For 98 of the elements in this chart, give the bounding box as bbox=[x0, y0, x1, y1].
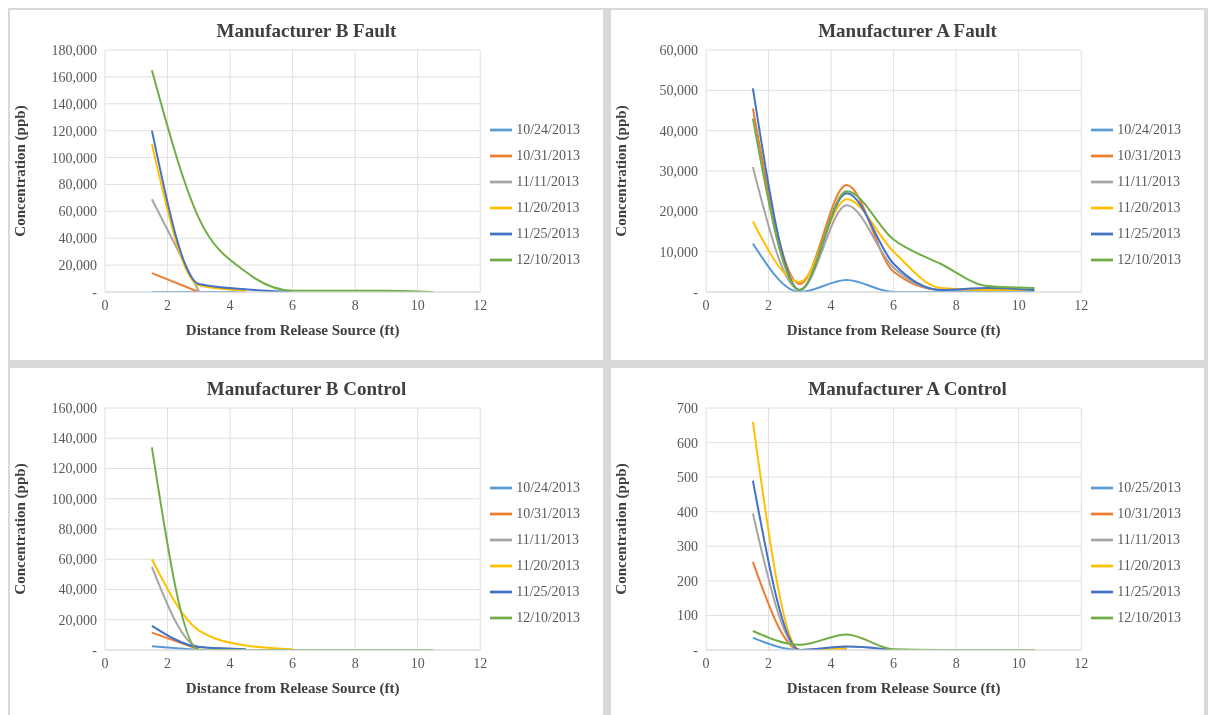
chart-title: Manufacturer A Control bbox=[807, 378, 1008, 400]
x-tick-label: 0 bbox=[702, 655, 710, 671]
legend-label: 11/25/2013 bbox=[1117, 225, 1181, 241]
x-tick-label: 8 bbox=[952, 297, 960, 313]
x-tick-label: 10 bbox=[410, 655, 425, 671]
y-tick-label: - bbox=[693, 284, 699, 300]
y-axis-title: Concentration (ppb) bbox=[613, 463, 631, 595]
y-axis-title: Concentration (ppb) bbox=[613, 105, 631, 237]
chart-title: Manufacturer A Fault bbox=[817, 20, 998, 42]
y-tick-label: 20,000 bbox=[58, 612, 97, 628]
x-axis-title: Distance from Release Source (ft) bbox=[185, 680, 400, 697]
y-tick-label: 40,000 bbox=[58, 582, 97, 598]
y-tick-label: 100,000 bbox=[51, 150, 97, 166]
legend-label: 11/11/2013 bbox=[1117, 173, 1180, 189]
legend-label: 12/10/2013 bbox=[1117, 251, 1181, 267]
legend-label: 12/10/2013 bbox=[516, 609, 580, 625]
x-tick-label: 2 bbox=[164, 655, 172, 671]
y-tick-label: 120,000 bbox=[51, 461, 97, 477]
legend-label: 12/10/2013 bbox=[516, 251, 580, 267]
y-tick-label: 30,000 bbox=[659, 163, 698, 179]
y-tick-label: 40,000 bbox=[659, 123, 698, 139]
chart-title: Manufacturer B Control bbox=[205, 378, 408, 400]
legend-label: 11/25/2013 bbox=[1117, 583, 1181, 599]
x-tick-label: 8 bbox=[351, 297, 359, 313]
legend-label: 10/24/2013 bbox=[1117, 121, 1181, 137]
y-tick-label: 20,000 bbox=[659, 204, 698, 220]
x-axis-title: Distacen from Release Source (ft) bbox=[786, 680, 1001, 697]
y-tick-label: 120,000 bbox=[51, 123, 97, 139]
x-tick-label: 12 bbox=[473, 655, 488, 671]
x-tick-label: 8 bbox=[351, 655, 359, 671]
x-tick-label: 6 bbox=[890, 655, 898, 671]
y-tick-label: 80,000 bbox=[58, 177, 97, 193]
y-tick-label: 300 bbox=[677, 539, 698, 555]
y-tick-label: 180,000 bbox=[51, 42, 97, 58]
x-tick-label: 6 bbox=[289, 655, 297, 671]
legend-label: 10/24/2013 bbox=[516, 121, 580, 137]
x-tick-label: 12 bbox=[1074, 297, 1089, 313]
y-tick-label: 600 bbox=[677, 435, 698, 451]
legend-label: 12/10/2013 bbox=[1117, 609, 1181, 625]
x-tick-label: 2 bbox=[164, 297, 172, 313]
y-tick-label: 80,000 bbox=[58, 521, 97, 537]
y-tick-label: 60,000 bbox=[659, 42, 698, 58]
y-tick-label: 400 bbox=[677, 504, 698, 520]
legend-label: 11/20/2013 bbox=[1117, 199, 1181, 215]
legend-label: 10/24/2013 bbox=[516, 479, 580, 495]
y-tick-label: 60,000 bbox=[58, 552, 97, 568]
legend-label: 10/31/2013 bbox=[516, 505, 580, 521]
x-tick-label: 12 bbox=[1074, 655, 1089, 671]
x-tick-label: 4 bbox=[827, 655, 835, 671]
x-tick-label: 4 bbox=[226, 655, 234, 671]
y-tick-label: 140,000 bbox=[51, 96, 97, 112]
legend-label: 11/25/2013 bbox=[516, 225, 580, 241]
legend-label: 11/20/2013 bbox=[516, 557, 580, 573]
y-tick-label: 140,000 bbox=[51, 431, 97, 447]
chart-title: Manufacturer B Fault bbox=[215, 20, 398, 42]
x-tick-label: 10 bbox=[1011, 297, 1026, 313]
y-tick-label: 20,000 bbox=[58, 258, 97, 274]
y-tick-label: 10,000 bbox=[659, 244, 698, 260]
y-tick-label: 50,000 bbox=[659, 83, 698, 99]
x-tick-label: 0 bbox=[702, 297, 710, 313]
legend-label: 11/20/2013 bbox=[516, 199, 580, 215]
x-tick-label: 6 bbox=[890, 297, 898, 313]
x-tick-label: 12 bbox=[473, 297, 488, 313]
legend-label: 10/31/2013 bbox=[1117, 505, 1181, 521]
legend-label: 11/11/2013 bbox=[516, 531, 579, 547]
y-tick-label: 60,000 bbox=[58, 204, 97, 220]
legend-label: 11/20/2013 bbox=[1117, 557, 1181, 573]
x-tick-label: 2 bbox=[765, 297, 773, 313]
y-tick-label: 500 bbox=[677, 470, 698, 486]
x-tick-label: 6 bbox=[289, 297, 297, 313]
legend-label: 10/25/2013 bbox=[1117, 479, 1181, 495]
y-tick-label: 100,000 bbox=[51, 491, 97, 507]
x-tick-label: 0 bbox=[101, 297, 109, 313]
y-tick-label: 700 bbox=[677, 400, 698, 416]
y-tick-label: - bbox=[92, 642, 98, 658]
y-tick-label: 40,000 bbox=[58, 231, 97, 247]
x-tick-label: 4 bbox=[827, 297, 835, 313]
x-axis-title: Distance from Release Source (ft) bbox=[786, 322, 1001, 339]
y-tick-label: 100 bbox=[677, 608, 698, 624]
legend-label: 10/31/2013 bbox=[516, 147, 580, 163]
x-tick-label: 4 bbox=[226, 297, 234, 313]
legend-label: 11/11/2013 bbox=[516, 173, 579, 189]
legend-label: 10/31/2013 bbox=[1117, 147, 1181, 163]
x-tick-label: 10 bbox=[410, 297, 425, 313]
legend-label: 11/25/2013 bbox=[516, 583, 580, 599]
y-axis-title: Concentration (ppb) bbox=[12, 463, 30, 595]
y-tick-label: 160,000 bbox=[51, 400, 97, 416]
y-tick-label: - bbox=[693, 642, 699, 658]
legend-label: 11/11/2013 bbox=[1117, 531, 1180, 547]
y-axis-title: Concentration (ppb) bbox=[12, 105, 30, 237]
x-tick-label: 0 bbox=[101, 655, 109, 671]
x-axis-title: Distance from Release Source (ft) bbox=[185, 322, 400, 339]
x-tick-label: 10 bbox=[1011, 655, 1026, 671]
x-tick-label: 8 bbox=[952, 655, 960, 671]
y-tick-label: 200 bbox=[677, 573, 698, 589]
x-tick-label: 2 bbox=[765, 655, 773, 671]
y-tick-label: - bbox=[92, 284, 98, 300]
y-tick-label: 160,000 bbox=[51, 69, 97, 85]
